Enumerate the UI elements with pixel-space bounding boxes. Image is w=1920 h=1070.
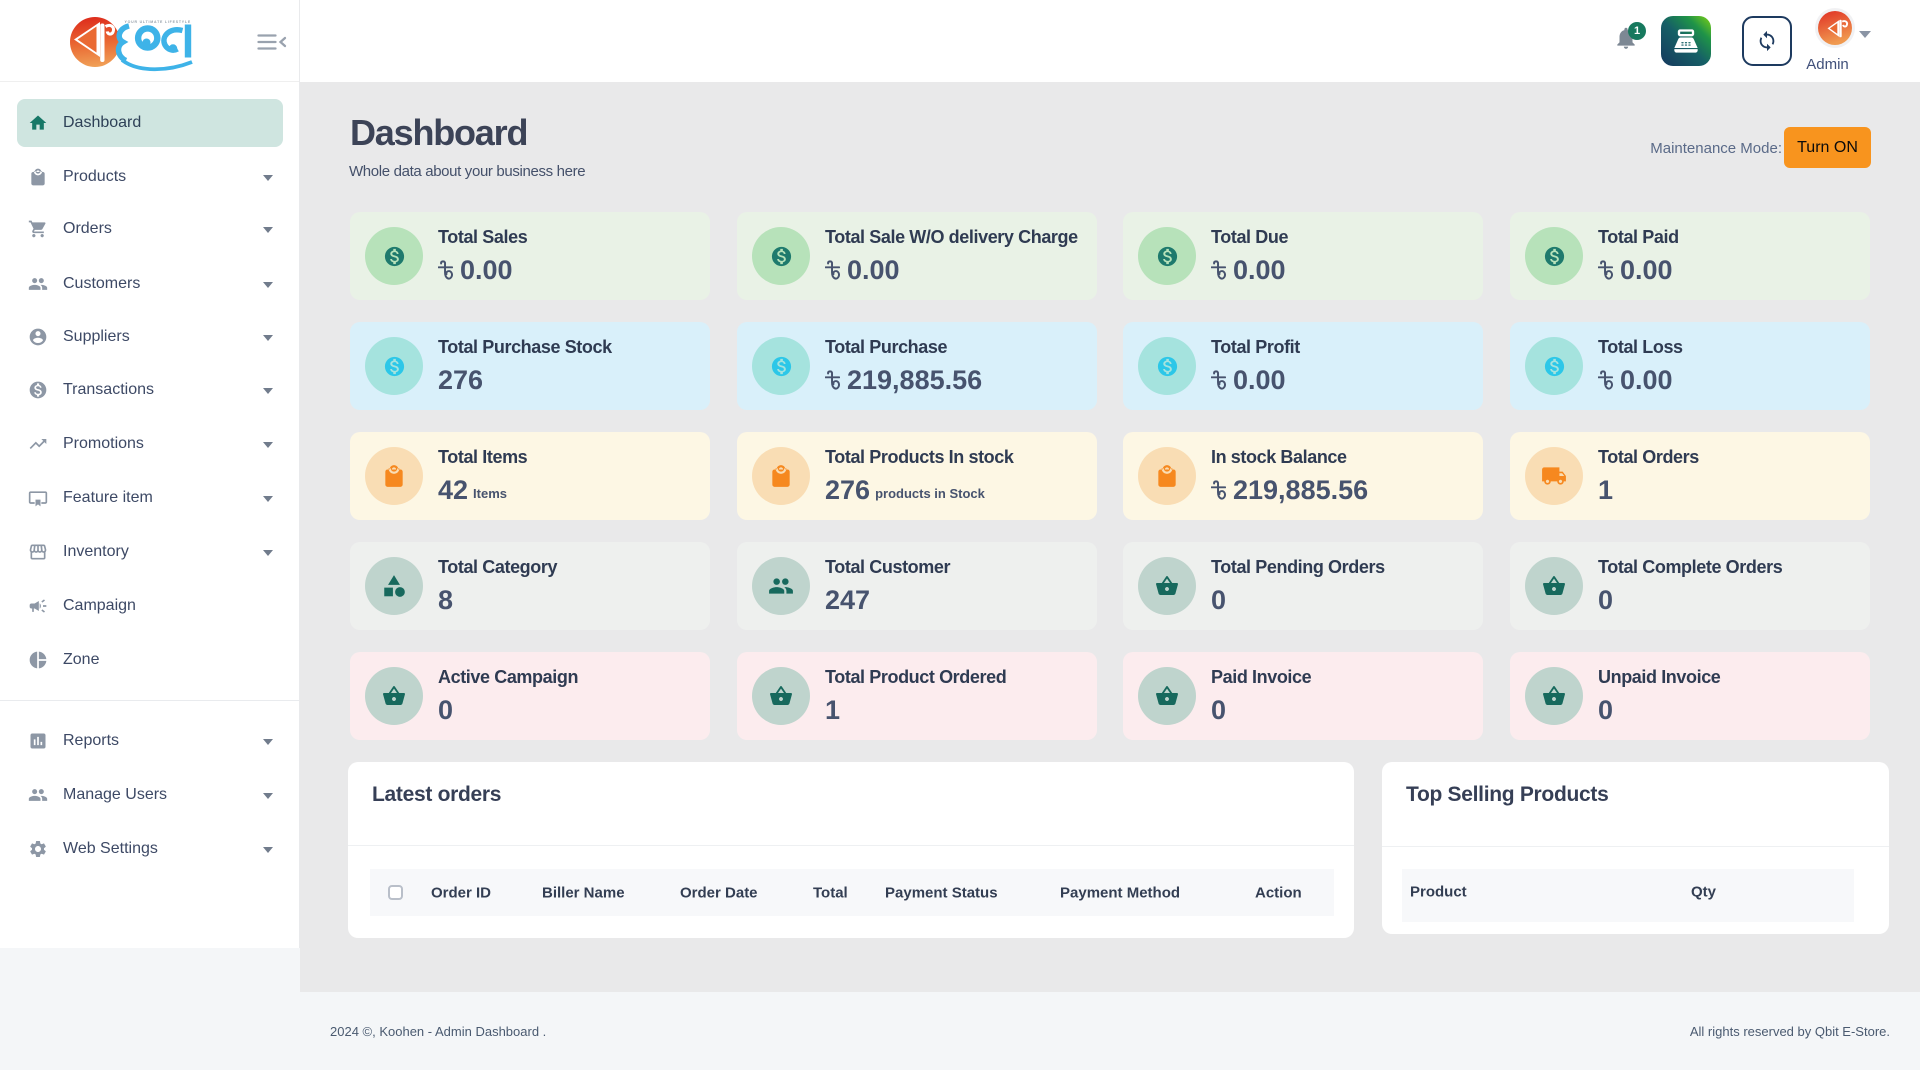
svg-text:YOUR ULTIMATE LIFESTYLE: YOUR ULTIMATE LIFESTYLE xyxy=(125,20,192,24)
